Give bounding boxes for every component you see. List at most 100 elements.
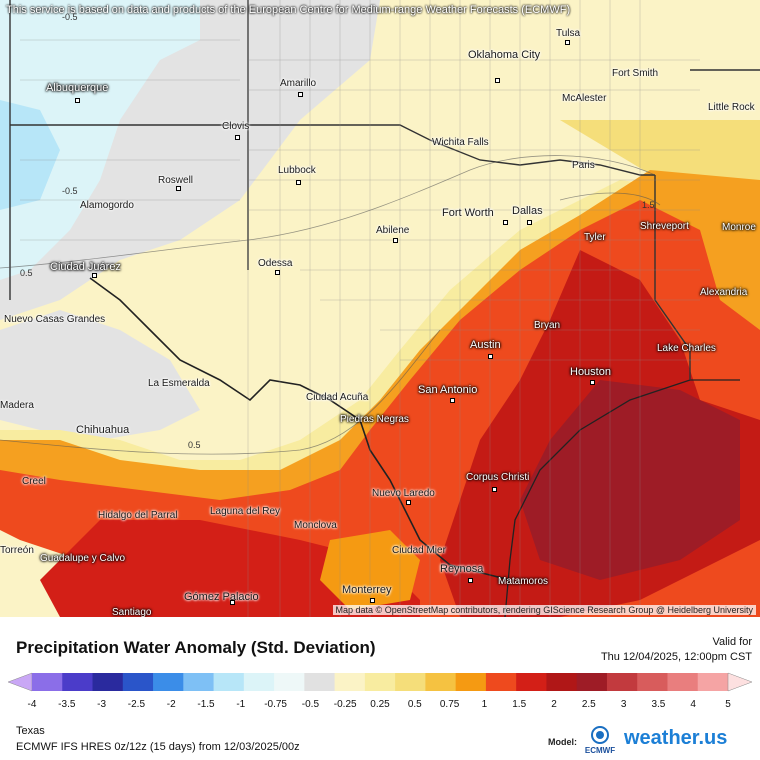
city-marker: [492, 487, 497, 492]
ecmwf-disclaimer: This service is based on data and produc…: [6, 4, 571, 16]
colorbar-tick-label: 1: [481, 699, 488, 710]
colorbar-swatch: [364, 673, 396, 691]
city-label: McAlester: [562, 93, 607, 104]
city-label: Roswell: [158, 175, 194, 186]
city-label: Oklahoma City: [468, 49, 541, 61]
city-marker: [565, 40, 570, 45]
city-label: Santiago: [112, 607, 152, 617]
city-label: Wichita Falls: [432, 137, 489, 148]
city-label: Fort Worth: [442, 207, 494, 219]
city-label: San Antonio: [418, 384, 478, 396]
city-label: Ciudad Acuña: [306, 392, 369, 403]
colorbar-swatch: [455, 673, 487, 691]
colorbar-swatch: [122, 673, 154, 691]
colorbar-swatch: [606, 673, 638, 691]
city-marker: [370, 598, 375, 603]
valid-time: Thu 12/04/2025, 12:00pm CST: [600, 651, 752, 663]
city-label: Odessa: [258, 258, 293, 269]
city-marker: [230, 600, 235, 605]
colorbar-tick-label: -2.5: [127, 699, 146, 710]
colorbar-swatch: [92, 673, 124, 691]
map-panel[interactable]: This service is based on data and produc…: [0, 0, 760, 617]
colorbar-tick-label: -3: [97, 699, 107, 710]
svg-text:ECMWF: ECMWF: [585, 746, 615, 755]
city-label: Corpus Christi: [466, 472, 530, 483]
city-label: Nuevo Laredo: [372, 488, 435, 499]
colorbar-tick-label: -2: [166, 699, 176, 710]
city-marker: [176, 186, 181, 191]
city-label: Abilene: [376, 225, 410, 236]
colorbar-swatch: [243, 673, 275, 691]
map-attribution: Map data © OpenStreetMap contributors, r…: [332, 605, 756, 615]
colorbar-swatch: [516, 673, 547, 691]
city-marker: [298, 92, 303, 97]
city-label: Dallas: [512, 205, 543, 217]
colorbar-swatch: [183, 673, 215, 691]
city-label: Alamogordo: [80, 200, 134, 211]
colorbar-tick-label: -0.75: [264, 699, 287, 710]
anomaly-mexico-south: [40, 520, 420, 617]
city-label: Alexandria: [700, 287, 748, 298]
model-label: Model:: [548, 737, 577, 747]
colorbar-swatch: [546, 673, 578, 691]
contour-label: -0.5: [62, 186, 78, 196]
legend-title: Precipitation Water Anomaly (Std. Deviat…: [16, 638, 376, 657]
colorbar-swatch: [576, 673, 608, 691]
colorbar-swatch: [153, 673, 184, 691]
colorbar-tick-label: 3.5: [651, 699, 666, 710]
colorbar-swatch: [32, 673, 63, 691]
city-marker: [450, 398, 455, 403]
anomaly-map: [0, 0, 760, 617]
colorbar-tick-label: 3: [620, 699, 627, 710]
city-marker: [488, 354, 493, 359]
colorbar: [8, 672, 752, 692]
city-marker: [275, 270, 280, 275]
gulf-coast-line: [504, 379, 740, 617]
city-label: Little Rock: [708, 102, 755, 113]
negative-anomaly-region: [0, 0, 200, 280]
colorbar-tick-label: -1: [236, 699, 246, 710]
city-marker: [296, 180, 301, 185]
colorbar-tick-label: -0.25: [333, 699, 357, 710]
contour-lines: [0, 155, 661, 455]
city-label: Hidalgo del Parral: [98, 510, 178, 521]
contour-label: 1.5: [642, 200, 655, 210]
city-label: Lubbock: [278, 165, 316, 176]
colorbar-swatch: [697, 673, 729, 691]
county-lines: [20, 0, 700, 617]
weatherus-logo[interactable]: weather.us: [624, 727, 728, 749]
negative-anomaly-core: [0, 100, 60, 210]
colorbar-swatch: [395, 673, 426, 691]
city-marker: [527, 220, 532, 225]
colorbar-tick-label: 4: [690, 699, 696, 710]
colorbar-tick-label: 1.5: [512, 699, 527, 710]
colorbar-tick-label: 0.5: [407, 699, 422, 710]
city-label: Tyler: [584, 232, 606, 243]
city-marker: [92, 273, 97, 278]
city-marker: [495, 78, 500, 83]
city-label: Creel: [22, 476, 46, 487]
city-label: La Esmeralda: [148, 378, 210, 389]
colorbar-swatch: [485, 673, 517, 691]
city-label: Reynosa: [440, 563, 484, 575]
contour-label: -0.5: [62, 12, 78, 22]
city-label: Lake Charles: [657, 343, 716, 354]
colorbar-swatch: [274, 673, 305, 691]
city-label: Guadalupe y Calvo: [40, 553, 126, 564]
city-label: Monterrey: [342, 584, 392, 596]
city-label: Shreveport: [640, 221, 689, 232]
city-label: Tulsa: [556, 28, 581, 39]
city-label: Piedras Negras: [340, 414, 409, 425]
colorbar-tick-label: 0.25: [370, 699, 390, 710]
colorbar-tick-label: -1.5: [197, 699, 215, 710]
anomaly-3-core: [520, 380, 740, 580]
contour-label: 0.5: [20, 268, 33, 278]
colorbar-swatch: [213, 673, 245, 691]
city-marker: [235, 135, 240, 140]
valid-label: Valid for: [712, 636, 752, 648]
colorbar-swatch: [62, 673, 94, 691]
city-label: Clovis: [222, 121, 250, 132]
city-label: Paris: [572, 160, 595, 171]
city-label: Albuquerque: [46, 82, 109, 94]
colorbar-tick-label: 2: [551, 699, 557, 710]
